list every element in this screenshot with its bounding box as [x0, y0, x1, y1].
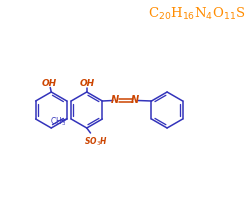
- Text: C$_{20}$H$_{16}$N$_{4}$O$_{11}$S: C$_{20}$H$_{16}$N$_{4}$O$_{11}$S: [148, 6, 245, 22]
- Text: OH: OH: [42, 78, 57, 88]
- Text: N: N: [131, 95, 140, 105]
- Text: SO$_3$H: SO$_3$H: [84, 135, 108, 148]
- Text: N: N: [111, 95, 120, 105]
- Text: CH$_3$: CH$_3$: [50, 115, 66, 128]
- Text: OH: OH: [79, 78, 94, 88]
